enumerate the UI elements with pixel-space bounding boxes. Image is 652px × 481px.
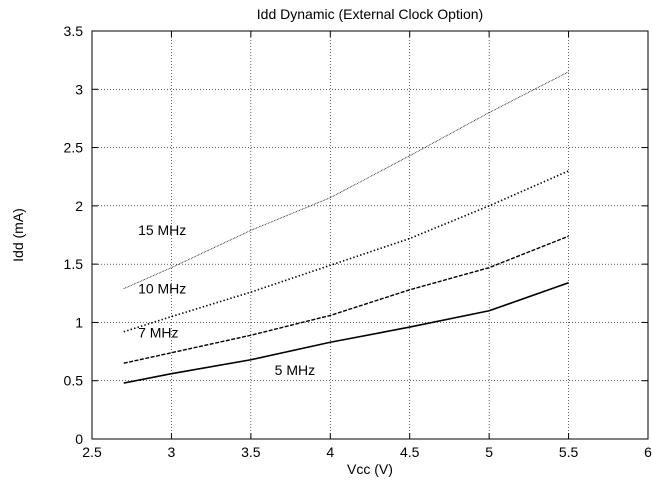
y-tick-label: 1.5 — [64, 256, 84, 272]
series-label: 15 MHz — [138, 222, 186, 238]
series-label: 7 MHz — [138, 325, 178, 341]
series-line-10-mhz — [123, 170, 569, 333]
grid — [92, 31, 648, 439]
x-tick-label: 5 — [485, 444, 493, 460]
x-axis-title: Vcc (V) — [347, 461, 393, 477]
series-line-5-mhz — [123, 282, 569, 384]
series-line-15-mhz — [123, 71, 569, 289]
x-tick-label: 3 — [168, 444, 176, 460]
y-tick-label: 0 — [75, 431, 83, 447]
chart-title: Idd Dynamic (External Clock Option) — [257, 6, 483, 22]
y-tick-label: 2 — [75, 198, 83, 214]
x-tick-label: 5.5 — [559, 444, 579, 460]
y-tick-label: 0.5 — [64, 373, 84, 389]
series-lines — [123, 71, 569, 384]
y-tick-label: 2.5 — [64, 140, 84, 156]
y-axis-title: Idd (mA) — [10, 208, 26, 262]
series-label: 10 MHz — [138, 280, 186, 296]
x-tick-label: 2.5 — [82, 444, 102, 460]
plot-frame — [91, 30, 649, 440]
series-labels: 15 MHz 10 MHz 7 MHz 5 MHz — [138, 222, 315, 378]
x-tick-label: 4.5 — [400, 444, 420, 460]
y-tick-label: 3.5 — [64, 23, 84, 39]
y-tick-label: 3 — [75, 81, 83, 97]
x-tick-label: 3.5 — [241, 444, 261, 460]
series-line-7-mhz — [123, 235, 569, 364]
x-tick-label: 6 — [644, 444, 652, 460]
y-tick-label: 1 — [75, 314, 83, 330]
series-label: 5 MHz — [275, 362, 315, 378]
x-tick-label: 4 — [326, 444, 334, 460]
axis-ticks: 2.5 3 3.5 4 4.5 5 5.5 6 0 0.5 1 1.5 2 2.5 3 3.5 — [64, 23, 652, 460]
